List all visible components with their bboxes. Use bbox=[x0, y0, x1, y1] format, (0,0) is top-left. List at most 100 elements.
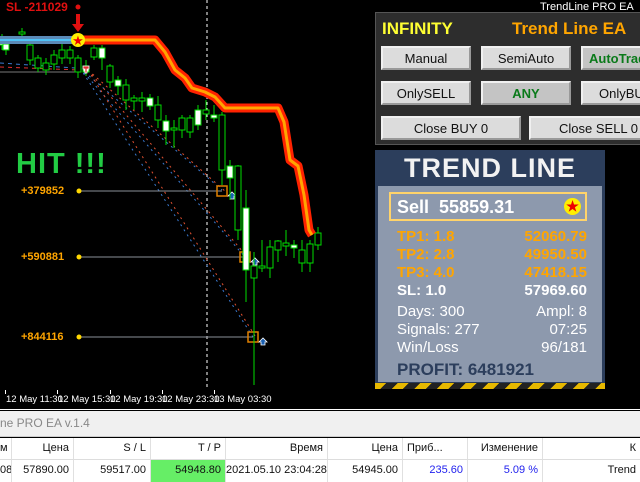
winloss-label: Win/Loss bbox=[397, 339, 459, 356]
panel-title-ea: Trend Line EA bbox=[512, 19, 627, 38]
candle-body bbox=[154, 104, 162, 121]
target-dot bbox=[76, 334, 82, 340]
star-icon: ★ bbox=[564, 198, 581, 215]
signal-star-icon-bg bbox=[71, 33, 85, 47]
candle-body bbox=[146, 97, 154, 107]
candle-body bbox=[18, 31, 26, 35]
table-cell: 54945.00 bbox=[328, 460, 403, 482]
onlysell-button[interactable]: OnlySELL bbox=[381, 81, 471, 105]
candle-body bbox=[234, 165, 242, 231]
close-buy-button[interactable]: Close BUY 0 bbox=[381, 116, 521, 140]
target-dot bbox=[76, 188, 82, 194]
column-header[interactable]: Цена bbox=[12, 438, 74, 459]
arrow-down-icon bbox=[82, 65, 90, 74]
terminal-title-text: ne PRO EA v.1.4 bbox=[0, 416, 90, 430]
column-header[interactable]: Изменение bbox=[468, 438, 543, 459]
candle-body bbox=[114, 79, 122, 87]
candle-body bbox=[218, 114, 226, 171]
table-row[interactable]: 08 57890.00 59517.00 54948.80 2021.05.10 23:… bbox=[0, 460, 640, 482]
control-panel: INFINITY Trend Line EA Manual SemiAuto A… bbox=[375, 12, 640, 145]
any-button[interactable]: ANY bbox=[481, 81, 571, 105]
price-chart[interactable]: ★ bbox=[0, 0, 640, 390]
candle-body bbox=[130, 97, 138, 102]
close-sell-button[interactable]: Close SELL 0 bbox=[529, 116, 640, 140]
candle-body bbox=[242, 207, 250, 271]
candle-body bbox=[90, 47, 98, 58]
level-label: +590881 bbox=[21, 251, 65, 263]
table-cell: Trend bbox=[607, 464, 636, 476]
column-header[interactable]: Время bbox=[226, 438, 328, 459]
column-header[interactable]: T / P bbox=[151, 438, 226, 459]
time-label: 13 May 03:30 bbox=[214, 394, 272, 405]
stop-loss-label: SL -211029 bbox=[6, 0, 68, 14]
candle-body bbox=[122, 84, 130, 101]
tp3-label: TP3: 4.0 bbox=[397, 264, 455, 281]
profit-value: PROFIT: 6481921 bbox=[397, 360, 535, 379]
time-label: 12 May 15:30 bbox=[58, 394, 116, 405]
column-header[interactable]: К bbox=[629, 442, 636, 454]
tp1-label: TP1: 1.8 bbox=[397, 228, 455, 245]
table-cell: 235.60 bbox=[403, 460, 468, 482]
column-header[interactable]: Приб... bbox=[403, 438, 468, 459]
winloss-value: 96/181 bbox=[541, 339, 587, 356]
candle-body bbox=[178, 117, 186, 131]
candle-body bbox=[34, 57, 42, 69]
arrow-up-icon bbox=[250, 257, 260, 266]
window-title: TrendLine PRO EA bbox=[540, 1, 634, 13]
candle-body bbox=[314, 232, 322, 246]
candle-body bbox=[138, 97, 146, 102]
tp2-value: 49950.50 bbox=[524, 246, 587, 263]
candle-body bbox=[50, 54, 58, 65]
candle-body bbox=[58, 49, 66, 59]
sl-value: 57969.60 bbox=[524, 282, 587, 299]
table-cell: 57890.00 bbox=[12, 460, 74, 482]
candle-body bbox=[226, 165, 234, 179]
tp3-value: 47418.15 bbox=[524, 264, 587, 281]
candle-body bbox=[170, 127, 178, 131]
star-icon: ★ bbox=[72, 33, 84, 48]
candle-body bbox=[210, 114, 218, 119]
onlybuy-button[interactable]: OnlyBUY bbox=[581, 81, 640, 105]
candle-body bbox=[2, 43, 10, 51]
table-cell: 54948.80 bbox=[151, 460, 226, 482]
candle-body bbox=[66, 49, 74, 59]
candle-body bbox=[74, 57, 82, 73]
table-cell: 5.09 % bbox=[468, 460, 543, 482]
time-axis: 12 May 11:30 12 May 15:30 12 May 19:30 1… bbox=[0, 390, 640, 410]
column-header[interactable]: Цена bbox=[328, 438, 403, 459]
projection-line bbox=[87, 69, 227, 193]
target-hit-box bbox=[247, 331, 259, 343]
days-label: Days: 300 bbox=[397, 303, 465, 320]
time-label: 12 May 11:30 bbox=[6, 394, 63, 405]
candle-body bbox=[106, 65, 114, 83]
signals-label: Signals: 277 bbox=[397, 321, 480, 338]
level-label: +844116 bbox=[21, 331, 64, 343]
table-cell: 08 bbox=[0, 460, 12, 482]
tp2-label: TP2: 2.8 bbox=[397, 246, 455, 263]
column-header[interactable]: S / L bbox=[74, 438, 151, 459]
candle-body bbox=[202, 109, 210, 115]
semiauto-button[interactable]: SemiAuto bbox=[481, 46, 571, 70]
projection-line bbox=[87, 69, 258, 340]
manual-button[interactable]: Manual bbox=[381, 46, 471, 70]
column-header[interactable]: м bbox=[0, 438, 12, 459]
hit-label: HIT !!! bbox=[16, 148, 107, 180]
candle-body bbox=[266, 246, 274, 269]
candle-body bbox=[298, 249, 306, 264]
time-label: 12 May 19:30 bbox=[110, 394, 168, 405]
info-header: TREND LINE bbox=[404, 153, 576, 183]
signal-direction: Sell bbox=[397, 197, 430, 217]
signal-price: 55859.31 bbox=[439, 197, 515, 217]
trend-line-info-panel: TREND LINE Sell 55859.31 ★ TP1: 1.8 52060… bbox=[375, 150, 605, 385]
candle-body bbox=[186, 117, 194, 133]
candle-body bbox=[274, 240, 282, 251]
terminal-title: ne PRO EA v.1.4 bbox=[0, 411, 640, 437]
candle-body bbox=[42, 62, 50, 71]
candle-body bbox=[250, 265, 258, 279]
autotrade-button[interactable]: AutoTrade bbox=[581, 46, 640, 70]
target-hit-box bbox=[216, 185, 228, 197]
candle-body bbox=[162, 120, 170, 132]
ampl-label: Ampl: 8 bbox=[536, 303, 587, 320]
candle-body bbox=[26, 44, 34, 61]
